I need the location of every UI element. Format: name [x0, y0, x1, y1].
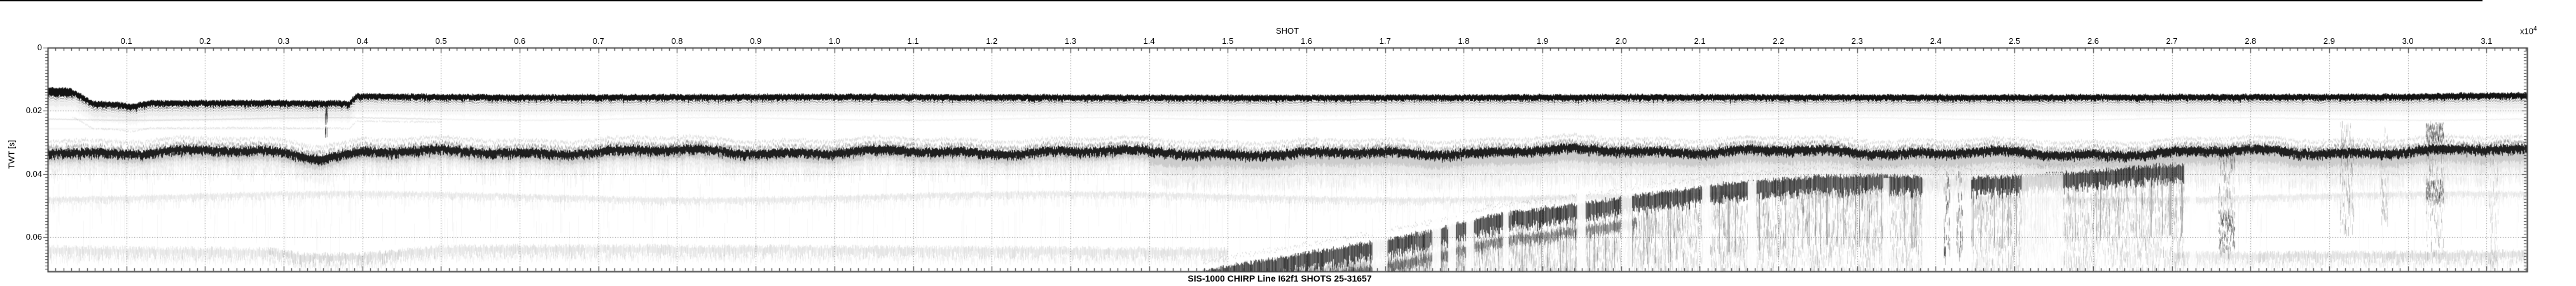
x-tick-label: 2.1 [1694, 36, 1706, 46]
x-tick-label: 1.2 [986, 36, 998, 46]
y-tick-label: 0 [37, 43, 42, 52]
x-tick-label: 0.3 [278, 36, 290, 46]
x-tick-label: 3.1 [2481, 36, 2493, 46]
x-tick-label: 1.4 [1143, 36, 1155, 46]
x-tick-label: 0.1 [120, 36, 132, 46]
x-tick-label: 2.7 [2166, 36, 2178, 46]
x-axis-multiplier-base: x10 [2520, 26, 2533, 36]
y-tick-label: 0.06 [25, 231, 42, 242]
x-tick-label: 1.3 [1064, 36, 1076, 46]
x-tick-label: 2.5 [2009, 36, 2021, 46]
x-tick-label: 2.8 [2245, 36, 2257, 46]
x-tick-label: 2.6 [2087, 36, 2099, 46]
x-tick-label: 1.6 [1300, 36, 1313, 46]
x-tick-label: 0.2 [199, 36, 211, 46]
x-tick-label: 2.0 [1615, 36, 1627, 46]
x-tick-label: 0.7 [592, 36, 604, 46]
x-tick-label: 0.4 [356, 36, 368, 46]
x-tick-label: 1.1 [907, 36, 919, 46]
x-axis-label: SHOT [1275, 26, 1299, 36]
x-tick-label: 0.5 [435, 36, 447, 46]
x-tick-label: 1.7 [1379, 36, 1391, 46]
x-tick-label: 0.8 [671, 36, 683, 46]
x-tick-label: 2.3 [1851, 36, 1863, 46]
x-tick-label: 1.8 [1458, 36, 1470, 46]
x-tick-label: 2.4 [1930, 36, 1942, 46]
x-tick-label: 1.9 [1537, 36, 1549, 46]
x-tick-label: 1.0 [828, 36, 840, 46]
x-axis-multiplier: x104 [2520, 25, 2537, 36]
y-tick-label: 0.04 [25, 168, 42, 179]
x-axis-multiplier-exponent: 4 [2533, 25, 2537, 32]
y-tick-label: 0.02 [25, 106, 42, 116]
y-axis-label: TWT [s] [6, 140, 17, 169]
x-tick-label: 2.2 [1773, 36, 1785, 46]
x-tick-label: 0.6 [514, 36, 526, 46]
plot-title: SIS-1000 CHIRP Line I62f1 SHOTS 25-31657 [1188, 273, 1372, 283]
x-tick-label: 3.0 [2402, 36, 2414, 46]
x-tick-label: 1.5 [1222, 36, 1234, 46]
x-tick-label: 2.9 [2323, 36, 2335, 46]
x-tick-label: 0.9 [750, 36, 762, 46]
